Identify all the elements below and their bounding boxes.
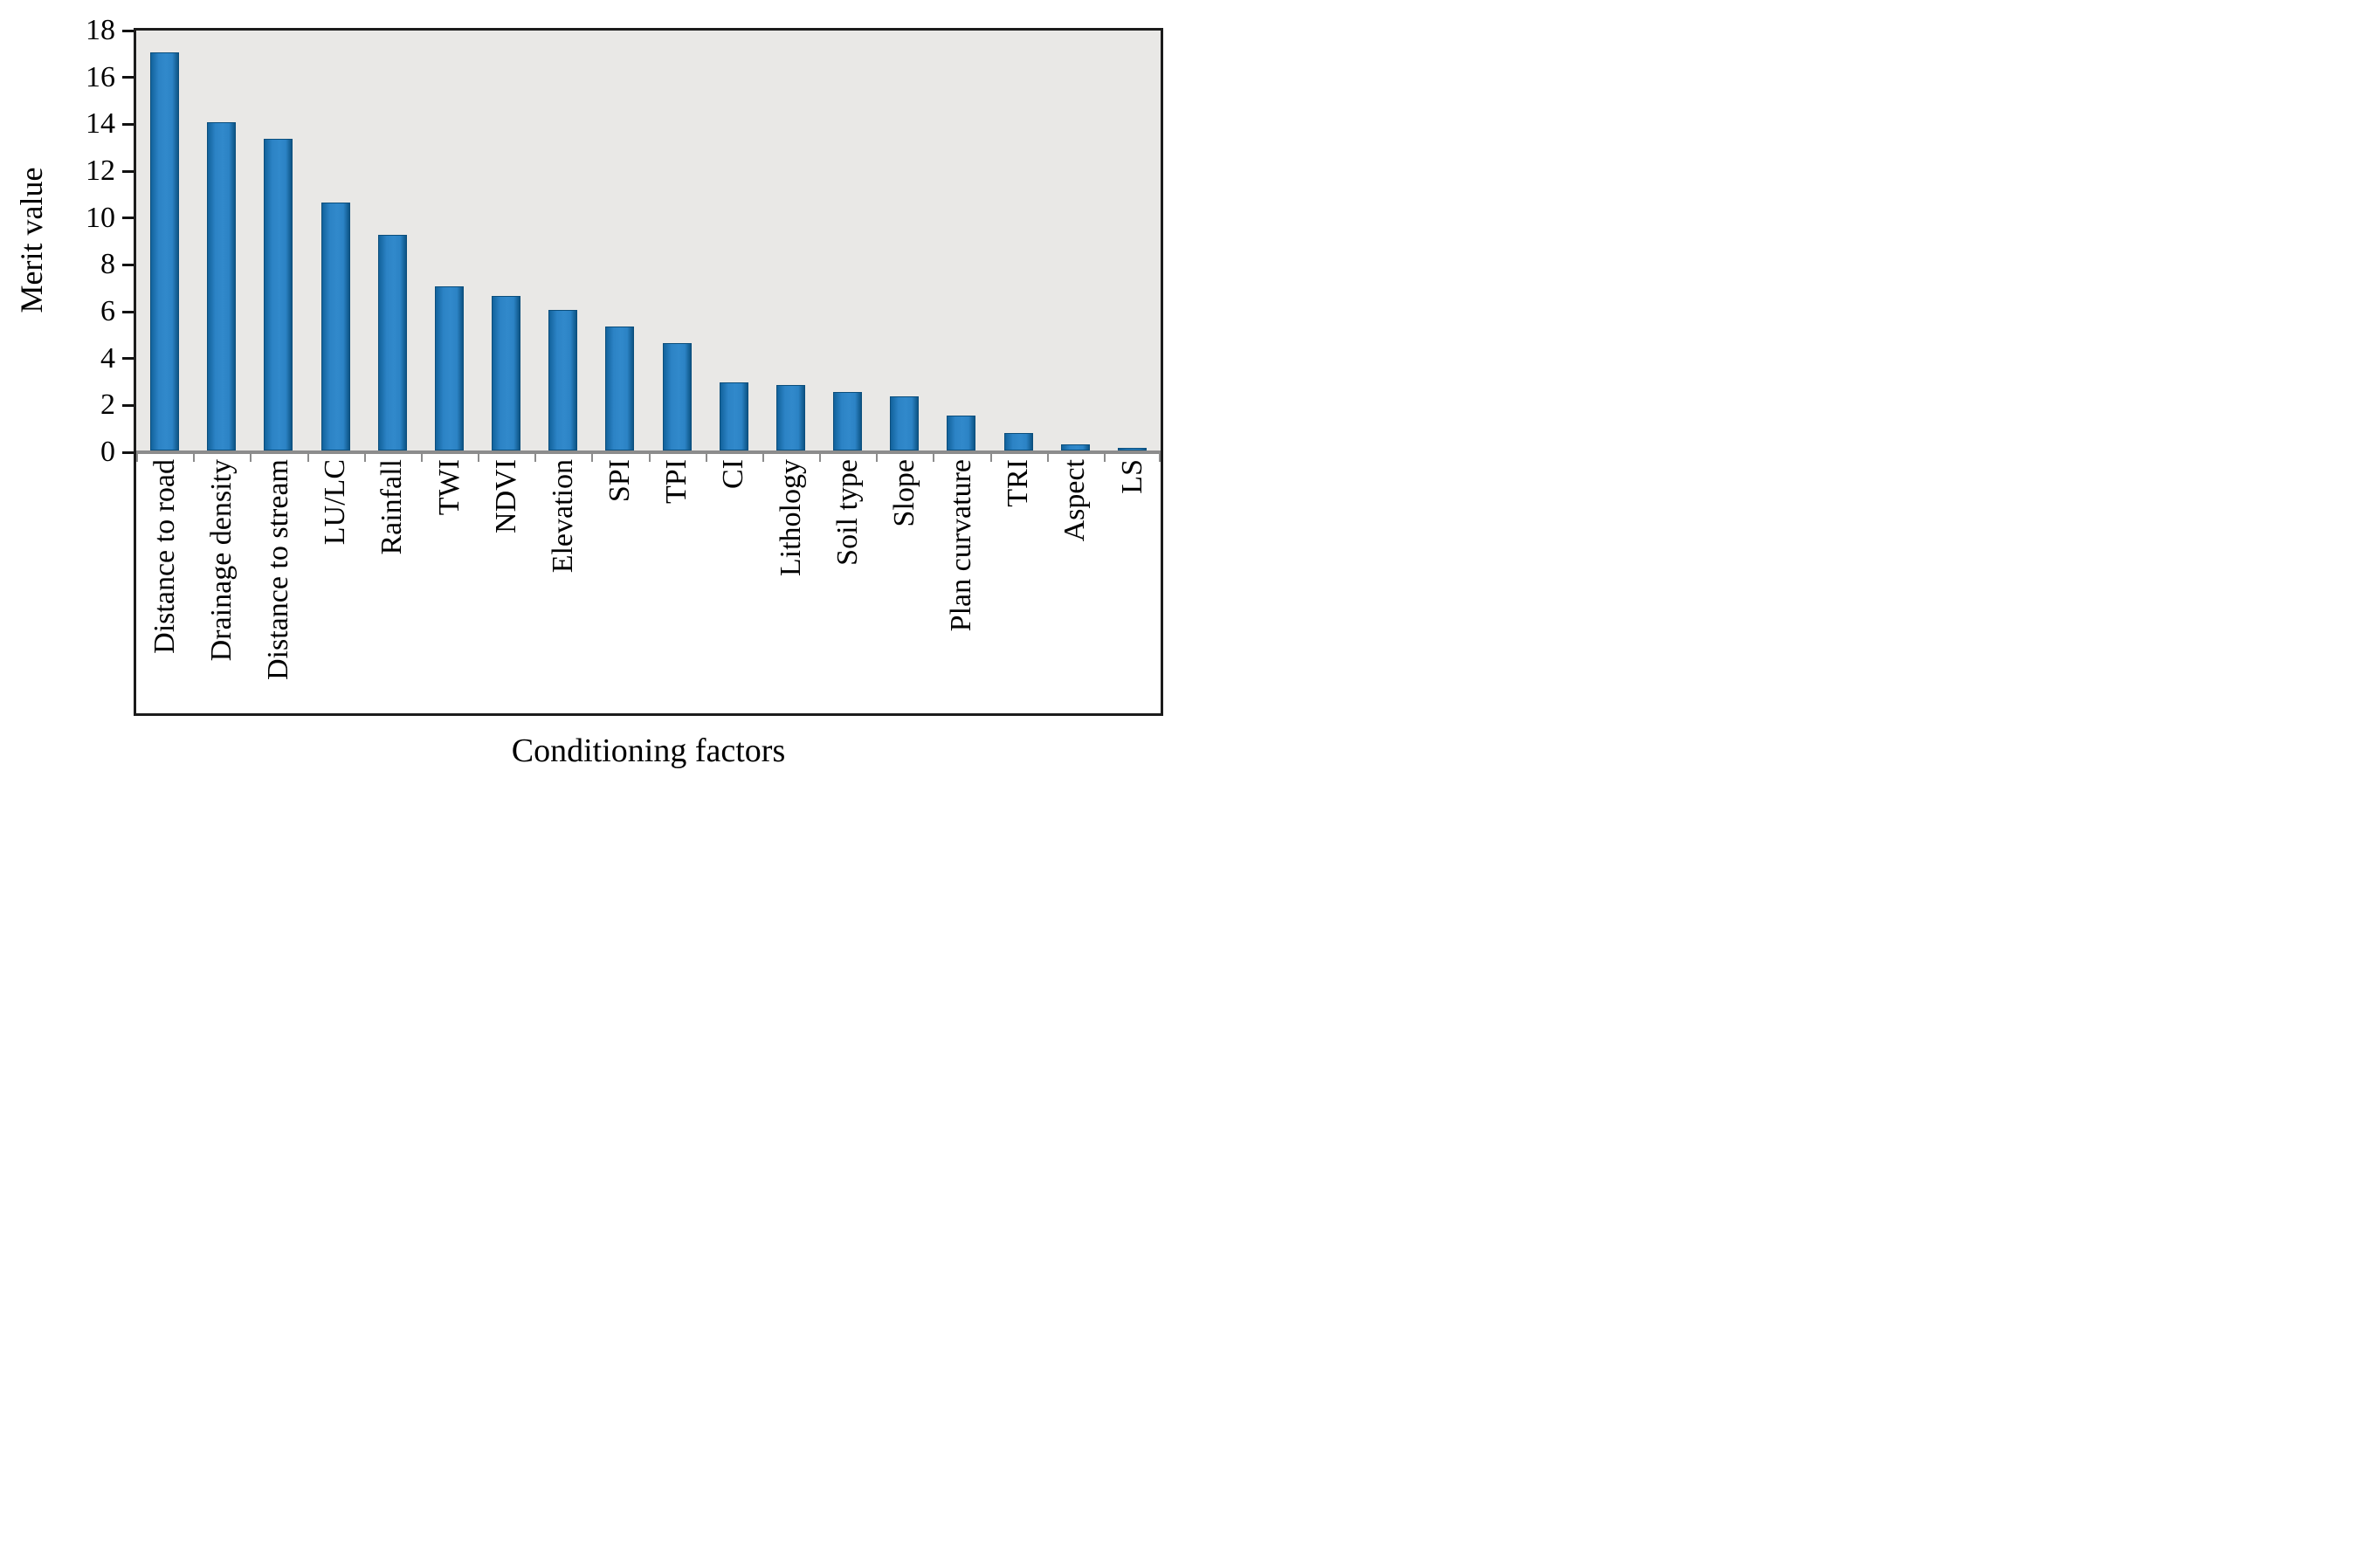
y-tick-label-0: 0 bbox=[100, 436, 115, 468]
y-tick-label-2: 2 bbox=[100, 389, 115, 422]
x-tick-mark-0 bbox=[136, 454, 138, 462]
x-tick-mark-13 bbox=[876, 454, 879, 462]
x-tick-label-rainfall: Rainfall bbox=[364, 459, 421, 710]
x-axis-line bbox=[136, 450, 1161, 454]
x-tick-label-text: Plan curvature bbox=[945, 459, 978, 632]
bar-plan-curvature bbox=[947, 415, 976, 451]
chart-frame: Distance to road Drainage density Distance… bbox=[134, 28, 1163, 716]
x-tick-label-text: TPI bbox=[660, 459, 693, 504]
x-tick-label-tri: TRI bbox=[990, 459, 1047, 710]
x-tick-label-text: Drainage density bbox=[204, 459, 238, 662]
x-tick-label-tpi: TPI bbox=[649, 459, 706, 710]
y-tick-label-4: 4 bbox=[100, 341, 115, 375]
bar-ndvi bbox=[492, 295, 521, 450]
x-tick-label-text: NDVI bbox=[489, 459, 522, 533]
x-tick-label-distance-to-stream: Distance to stream bbox=[250, 459, 307, 710]
y-tick-label-6: 6 bbox=[100, 295, 115, 327]
y-tick-mark-8 bbox=[122, 263, 134, 266]
x-tick-label-text: Soil type bbox=[831, 459, 864, 566]
x-tick-label-soil-type: Soil type bbox=[819, 459, 876, 710]
x-tick-mark-1 bbox=[193, 454, 196, 462]
x-tick-label-aspect: Aspect bbox=[1047, 459, 1104, 710]
bar-twi bbox=[434, 286, 464, 450]
x-tick-label-spi: SPI bbox=[591, 459, 648, 710]
x-tick-label-text: SPI bbox=[603, 459, 637, 503]
x-tick-mark-9 bbox=[648, 454, 651, 462]
x-tick-mark-4 bbox=[363, 454, 366, 462]
x-tick-label-text: Distance to stream bbox=[262, 459, 295, 681]
x-tick-label-ci: CI bbox=[706, 459, 762, 710]
y-tick-mark-14 bbox=[122, 122, 134, 126]
x-tick-label-text: LS bbox=[1115, 459, 1148, 494]
x-tick-mark-14 bbox=[933, 454, 935, 462]
y-tick-mark-2 bbox=[122, 403, 134, 407]
bar-lithology bbox=[775, 384, 805, 450]
x-tick-label-drainage-density: Drainage density bbox=[193, 459, 250, 710]
bar-tpi bbox=[662, 342, 692, 450]
y-tick-mark-18 bbox=[122, 29, 134, 32]
x-tick-label-plan-curvature: Plan curvature bbox=[933, 459, 989, 710]
x-tick-label-lithology: Lithology bbox=[762, 459, 819, 710]
bar-ci bbox=[719, 382, 748, 450]
x-axis-title: Conditioning factors bbox=[511, 732, 786, 769]
y-tick-label-14: 14 bbox=[86, 107, 115, 141]
x-tick-label-text: LU/LC bbox=[319, 459, 352, 546]
x-tick-mark-6 bbox=[478, 454, 479, 462]
bar-lu-lc bbox=[320, 202, 350, 450]
x-tick-label-text: Rainfall bbox=[376, 459, 409, 555]
bar-ls bbox=[1117, 447, 1147, 450]
bar-distance-to-stream bbox=[264, 139, 293, 450]
bar-aspect bbox=[1060, 444, 1090, 450]
x-tick-mark-10 bbox=[705, 454, 707, 462]
x-tick-label-ls: LS bbox=[1104, 459, 1161, 710]
y-tick-mark-4 bbox=[122, 357, 134, 361]
bar-drainage-density bbox=[207, 122, 237, 450]
y-tick-label-16: 16 bbox=[86, 60, 115, 93]
x-tick-mark-15 bbox=[989, 454, 992, 462]
x-tick-label-text: CI bbox=[717, 459, 750, 489]
y-tick-mark-0 bbox=[122, 450, 134, 454]
x-tick-mark-5 bbox=[420, 454, 423, 462]
x-tick-label-text: TRI bbox=[1002, 459, 1035, 507]
bar-elevation bbox=[548, 310, 578, 450]
x-tick-mark-8 bbox=[591, 454, 594, 462]
x-tick-label-text: Slope bbox=[887, 459, 920, 527]
x-tick-mark-3 bbox=[307, 454, 309, 462]
x-tick-mark-7 bbox=[534, 454, 537, 462]
x-tick-mark-17 bbox=[1103, 454, 1106, 462]
y-tick-label-8: 8 bbox=[100, 248, 115, 281]
y-tick-label-10: 10 bbox=[86, 201, 115, 234]
bar-tri bbox=[1003, 432, 1033, 450]
x-tick-label-text: TWI bbox=[432, 459, 465, 516]
x-tick-mark-11 bbox=[762, 454, 764, 462]
y-tick-mark-10 bbox=[122, 217, 134, 220]
bar-soil-type bbox=[833, 391, 863, 450]
x-tick-label-text: Distance to road bbox=[148, 459, 181, 654]
y-tick-mark-6 bbox=[122, 310, 134, 313]
x-tick-label-text: Aspect bbox=[1058, 459, 1092, 542]
x-tick-mark-2 bbox=[250, 454, 252, 462]
x-tick-label-distance-to-road: Distance to road bbox=[136, 459, 193, 710]
figure: Merit value 0 2 4 6 8 10 12 14 16 18 Distance to … bbox=[0, 0, 1182, 784]
x-tick-label-text: Elevation bbox=[546, 459, 579, 574]
y-tick-label-12: 12 bbox=[86, 155, 115, 187]
x-tick-label-ndvi: NDVI bbox=[478, 459, 534, 710]
bar-slope bbox=[890, 396, 920, 450]
x-tick-mark-16 bbox=[1046, 454, 1049, 462]
x-tick-label-text: Lithology bbox=[774, 459, 807, 577]
bar-distance-to-road bbox=[150, 52, 180, 450]
x-tick-label-twi: TWI bbox=[421, 459, 478, 710]
y-tick-mark-12 bbox=[122, 169, 134, 173]
bar-spi bbox=[605, 326, 635, 450]
y-tick-mark-16 bbox=[122, 76, 134, 79]
x-tick-mark-18 bbox=[1159, 454, 1161, 462]
y-tick-label-18: 18 bbox=[86, 14, 115, 46]
x-tick-label-slope: Slope bbox=[876, 459, 933, 710]
x-tick-label-elevation: Elevation bbox=[534, 459, 591, 710]
x-tick-mark-12 bbox=[819, 454, 821, 462]
plot-area bbox=[136, 31, 1161, 454]
x-tick-label-lu-lc: LU/LC bbox=[307, 459, 364, 710]
bar-rainfall bbox=[377, 235, 407, 450]
